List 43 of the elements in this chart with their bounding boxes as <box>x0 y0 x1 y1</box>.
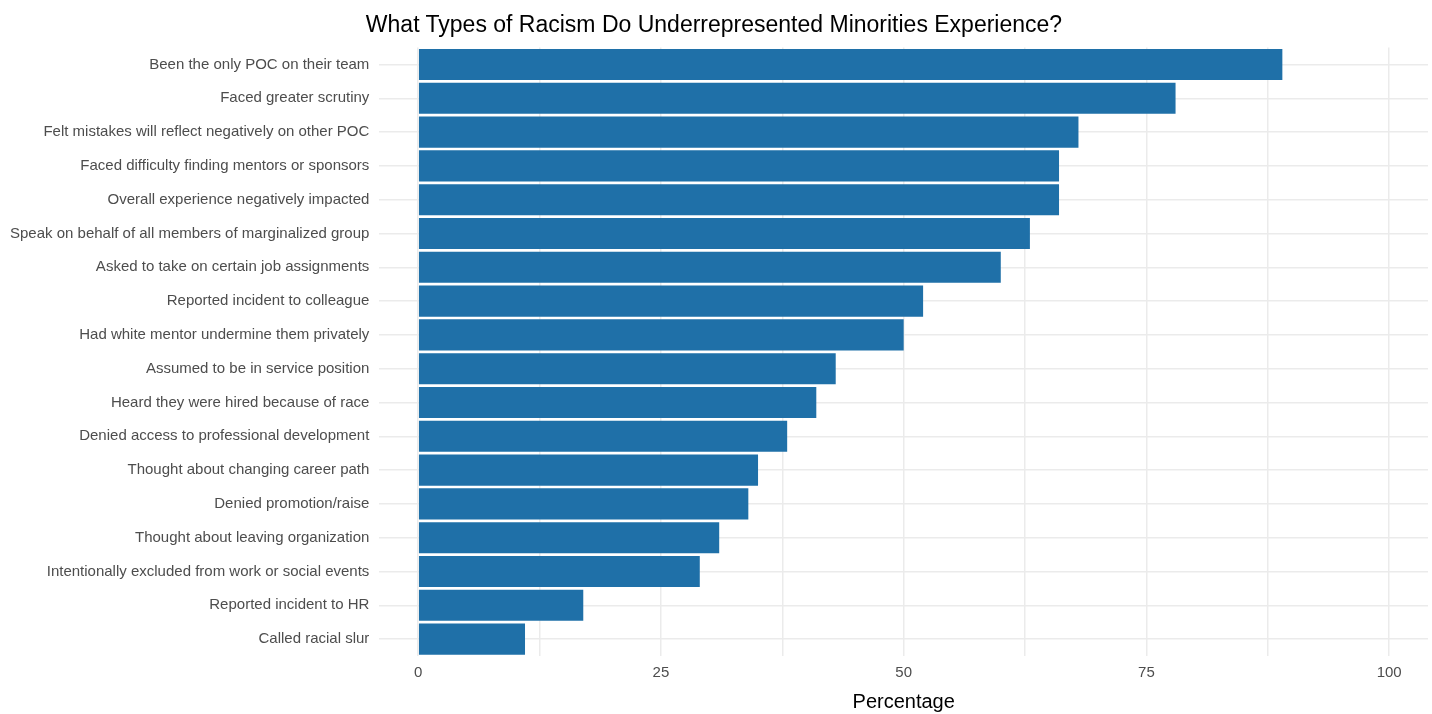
chart-title: What Types of Racism Do Underrepresented Minorities Experience? <box>365 11 1063 38</box>
bar <box>418 319 904 351</box>
bar <box>418 285 924 317</box>
y-tick-label: Assumed to be in service position <box>145 358 370 376</box>
y-tick-label: Reported incident to colleague <box>166 291 370 309</box>
y-tick-label: Thought about changing career path <box>127 460 370 478</box>
y-tick-label: Faced difficulty finding mentors or sponsors <box>80 156 370 174</box>
bar <box>418 454 759 486</box>
bar <box>418 82 1176 114</box>
bar <box>418 488 749 520</box>
bar <box>418 353 836 385</box>
x-tick-label: 0 <box>414 663 423 681</box>
y-tick-label: Overall experience negatively impacted <box>107 189 370 207</box>
bar <box>418 150 1060 182</box>
x-tick-label: 100 <box>1376 663 1402 681</box>
bar <box>418 116 1079 148</box>
y-tick-label: Heard they were hired because of race <box>110 392 370 410</box>
x-tick-label: 50 <box>895 663 913 681</box>
bar <box>418 217 1030 250</box>
y-tick-label: Reported incident to HR <box>209 595 370 613</box>
bar <box>418 184 1060 216</box>
y-tick-label: Asked to take on certain job assignments <box>95 257 370 275</box>
y-tick-label: Denied promotion/raise <box>214 494 370 512</box>
bar <box>418 420 788 452</box>
bar <box>418 386 817 419</box>
y-tick-label: Thought about leaving organization <box>135 527 370 545</box>
bar <box>418 589 584 621</box>
y-tick-label: Called racial slur <box>258 629 370 647</box>
y-tick-label: Speak on behalf of all members of marginalized group <box>10 223 370 241</box>
y-tick-label: Faced greater scrutiny <box>220 88 370 106</box>
bar <box>418 623 526 655</box>
bar <box>418 251 1001 283</box>
x-tick-label: 75 <box>1138 663 1155 681</box>
x-tick-label: 25 <box>652 663 670 681</box>
y-tick-label: Intentionally excluded from work or social events <box>46 561 370 579</box>
y-tick-label: Felt mistakes will reflect negatively on other POC <box>43 122 370 140</box>
bar <box>418 48 1283 81</box>
y-tick-label: Denied access to professional development <box>79 426 371 444</box>
x-axis-title: Percentage <box>852 689 955 712</box>
bar <box>418 555 700 588</box>
y-tick-label: Had white mentor undermine them privately <box>79 325 370 343</box>
bar <box>418 522 720 554</box>
y-tick-label: Been the only POC on their team <box>149 54 370 72</box>
